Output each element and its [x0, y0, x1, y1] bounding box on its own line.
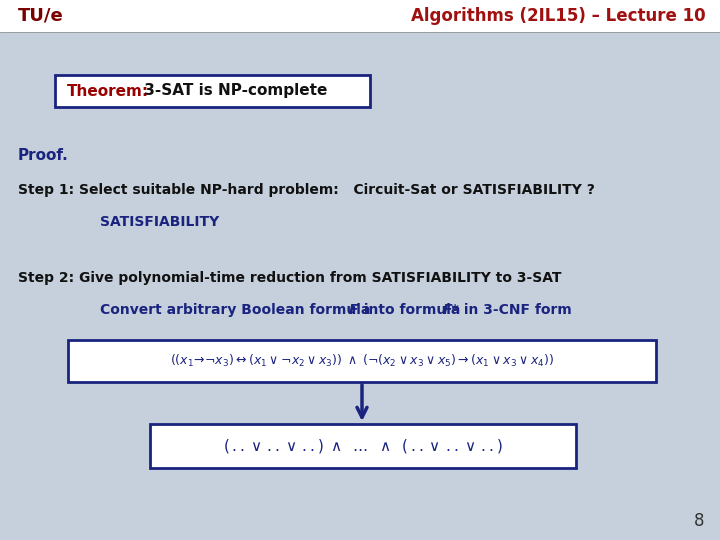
Text: Step 1: Select suitable NP-hard problem:   Circuit-Sat or SATISFIABILITY ?: Step 1: Select suitable NP-hard problem:… [18, 183, 595, 197]
Text: Theorem:: Theorem: [67, 84, 149, 98]
Bar [0, 0, 720, 32]
FancyArrowPatch shape [357, 385, 367, 417]
FancyBboxPatch shape [150, 424, 576, 468]
Text: Convert arbitrary Boolean formula: Convert arbitrary Boolean formula [100, 303, 375, 317]
FancyBboxPatch shape [55, 75, 370, 107]
Text: Algorithms (2IL15) – Lecture 10: Algorithms (2IL15) – Lecture 10 [411, 7, 706, 25]
Text: $( (x_1 \!\rightarrow\! \neg x_3) \leftrightarrow (x_1 \vee \neg x_2 \vee x_3) ): $( (x_1 \!\rightarrow\! \neg x_3) \leftr… [170, 353, 554, 369]
Text: 8: 8 [693, 512, 704, 530]
Text: F: F [349, 303, 359, 317]
Text: 3-SAT is NP-complete: 3-SAT is NP-complete [139, 84, 328, 98]
FancyBboxPatch shape [68, 340, 656, 382]
Text: $( \,.. \vee \,.. \vee \,.. ) \;\wedge\;\; \ldots \;\;\wedge\;\; ( \,.. \vee \,.: $( \,.. \vee \,.. \vee \,.. ) \;\wedge\;… [223, 437, 503, 455]
Text: Step 2: Give polynomial-time reduction from SATISFIABILITY to 3-SAT: Step 2: Give polynomial-time reduction f… [18, 271, 562, 285]
Text: F*: F* [443, 303, 460, 317]
Text: TU/e: TU/e [18, 7, 64, 25]
Text: in 3-CNF form: in 3-CNF form [459, 303, 572, 317]
Text: into formula: into formula [359, 303, 465, 317]
Text: Proof.: Proof. [18, 147, 68, 163]
Text: SATISFIABILITY: SATISFIABILITY [100, 215, 220, 229]
